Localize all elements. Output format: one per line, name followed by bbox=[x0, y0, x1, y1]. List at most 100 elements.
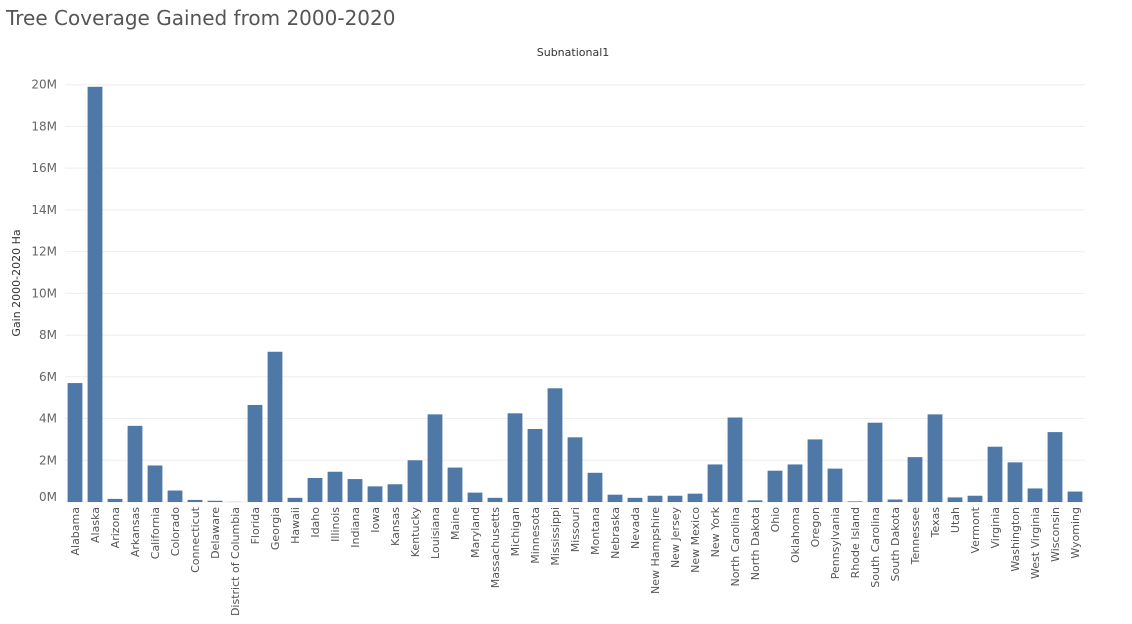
y-tick-label: 12M bbox=[31, 245, 57, 259]
bar-indiana[interactable] bbox=[347, 479, 363, 502]
y-tick-label: 10M bbox=[31, 286, 57, 300]
y-tick-label: 0M bbox=[39, 490, 57, 504]
bar-new-hampshire[interactable] bbox=[647, 495, 663, 502]
bar-connecticut[interactable] bbox=[187, 499, 203, 502]
x-category-label: Maryland bbox=[469, 507, 482, 558]
x-category-label: Pennsylvania bbox=[829, 507, 842, 579]
bar-north-carolina[interactable] bbox=[727, 417, 743, 502]
y-axis-ticks: 0M 2M 4M 6M 8M 10M 12M 14M 16M 18M 20M bbox=[31, 78, 57, 504]
x-axis-labels: Alabama Alaska Arizona Arkansas California Co… bbox=[69, 506, 1082, 616]
bar-missouri[interactable] bbox=[567, 437, 583, 502]
bar-delaware[interactable] bbox=[207, 500, 223, 502]
x-category-label: New Hampshire bbox=[649, 507, 662, 594]
x-category-label: Arkansas bbox=[129, 507, 142, 557]
x-category-label: Alabama bbox=[69, 507, 82, 556]
x-category-label: Montana bbox=[589, 507, 602, 555]
x-category-label: Alaska bbox=[89, 507, 102, 543]
bar-tennessee[interactable] bbox=[907, 457, 923, 502]
x-category-label: California bbox=[149, 507, 162, 559]
x-category-label: District of Columbia bbox=[229, 507, 242, 616]
bar-kentucky[interactable] bbox=[407, 460, 423, 502]
bar-south-carolina[interactable] bbox=[867, 422, 883, 502]
bar-alaska[interactable] bbox=[87, 86, 103, 503]
bar-minnesota[interactable] bbox=[527, 428, 543, 502]
bar-louisiana[interactable] bbox=[427, 414, 443, 502]
bar-new-mexico[interactable] bbox=[687, 493, 703, 502]
x-category-label: Washington bbox=[1009, 507, 1022, 572]
x-category-label: North Carolina bbox=[729, 507, 742, 587]
x-category-label: Indiana bbox=[349, 507, 362, 548]
bar-washington[interactable] bbox=[1007, 462, 1023, 502]
x-category-label: Michigan bbox=[509, 507, 522, 556]
x-category-label: Maine bbox=[449, 507, 462, 540]
bar-utah[interactable] bbox=[947, 497, 963, 502]
x-category-label: New Jersey bbox=[669, 507, 682, 569]
bar-nevada[interactable] bbox=[627, 497, 643, 502]
bar-illinois[interactable] bbox=[327, 471, 343, 502]
bar-hawaii[interactable] bbox=[287, 497, 303, 502]
x-category-label: Minnesota bbox=[529, 507, 542, 564]
bar-maine[interactable] bbox=[447, 467, 463, 502]
y-tick-label: 6M bbox=[39, 370, 57, 384]
x-category-label: New Mexico bbox=[689, 507, 702, 573]
bar-rhode-island[interactable] bbox=[847, 501, 863, 502]
bar-vermont[interactable] bbox=[967, 495, 983, 502]
bar-arizona[interactable] bbox=[107, 498, 123, 502]
bar-massachusetts[interactable] bbox=[487, 497, 503, 502]
bar-oklahoma[interactable] bbox=[787, 464, 803, 502]
bar-colorado[interactable] bbox=[167, 490, 183, 502]
x-category-label: Kansas bbox=[389, 507, 402, 546]
bar-new-york[interactable] bbox=[707, 464, 723, 502]
bar-florida[interactable] bbox=[247, 404, 263, 502]
bar-ohio[interactable] bbox=[767, 470, 783, 502]
bar-kansas[interactable] bbox=[387, 484, 403, 502]
bars bbox=[67, 86, 1083, 503]
x-category-label: New York bbox=[709, 506, 722, 557]
x-category-label: Nebraska bbox=[609, 507, 622, 559]
bar-arkansas[interactable] bbox=[127, 425, 143, 502]
bar-north-dakota[interactable] bbox=[747, 500, 763, 502]
x-category-label: Tennessee bbox=[909, 507, 922, 566]
bar-pennsylvania[interactable] bbox=[827, 468, 843, 502]
x-category-label: Virginia bbox=[989, 507, 1002, 548]
x-category-label: West Virginia bbox=[1029, 507, 1042, 579]
y-tick-label: 18M bbox=[31, 119, 57, 133]
bar-new-jersey[interactable] bbox=[667, 495, 683, 502]
x-category-label: Wyoming bbox=[1069, 507, 1082, 559]
x-category-label: Wisconsin bbox=[1049, 507, 1062, 562]
x-category-label: North Dakota bbox=[749, 507, 762, 580]
bar-oregon[interactable] bbox=[807, 439, 823, 502]
bar-west-virginia[interactable] bbox=[1027, 488, 1043, 502]
bar-montana[interactable] bbox=[587, 472, 603, 502]
bar-idaho[interactable] bbox=[307, 478, 323, 502]
bar-california[interactable] bbox=[147, 465, 163, 502]
x-category-label: Arizona bbox=[109, 507, 122, 548]
x-category-label: South Carolina bbox=[869, 507, 882, 588]
bar-maryland[interactable] bbox=[467, 492, 483, 502]
bar-nebraska[interactable] bbox=[607, 494, 623, 502]
x-category-label: Vermont bbox=[969, 506, 982, 553]
x-category-label: Rhode Island bbox=[849, 507, 862, 578]
column-header: Subnational1 bbox=[537, 46, 610, 59]
bar-michigan[interactable] bbox=[507, 413, 523, 502]
x-category-label: Ohio bbox=[769, 507, 782, 533]
x-category-label: Louisiana bbox=[429, 507, 442, 559]
bar-alabama[interactable] bbox=[67, 383, 83, 502]
x-category-label: Colorado bbox=[169, 507, 182, 556]
x-category-label: Missouri bbox=[569, 507, 582, 552]
bar-virginia[interactable] bbox=[987, 446, 1003, 502]
x-category-label: Delaware bbox=[209, 507, 222, 559]
bar-texas[interactable] bbox=[927, 414, 943, 502]
x-category-label: Iowa bbox=[369, 507, 382, 533]
bar-iowa[interactable] bbox=[367, 486, 383, 502]
x-category-label: Oregon bbox=[809, 507, 822, 547]
bar-south-dakota[interactable] bbox=[887, 499, 903, 502]
y-axis-title: Gain 2000-2020 Ha bbox=[10, 229, 23, 336]
bar-georgia[interactable] bbox=[267, 351, 283, 502]
bar-wyoming[interactable] bbox=[1067, 491, 1083, 502]
y-tick-label: 8M bbox=[39, 328, 57, 342]
x-category-label: South Dakota bbox=[889, 507, 902, 581]
x-category-label: Georgia bbox=[269, 507, 282, 550]
bar-wisconsin[interactable] bbox=[1047, 432, 1063, 502]
bar-mississippi[interactable] bbox=[547, 388, 563, 502]
